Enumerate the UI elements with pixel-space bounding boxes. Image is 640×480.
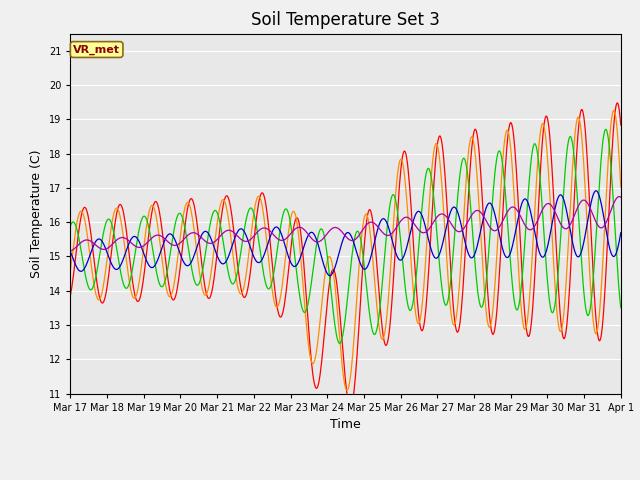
Y-axis label: Soil Temperature (C): Soil Temperature (C)	[31, 149, 44, 278]
Title: Soil Temperature Set 3: Soil Temperature Set 3	[251, 11, 440, 29]
Text: VR_met: VR_met	[73, 44, 120, 55]
Legend: Tsoil -2cm, Tsoil -4cm, Tsoil -8cm, Tsoil -16cm, Tsoil -32cm: Tsoil -2cm, Tsoil -4cm, Tsoil -8cm, Tsoi…	[100, 477, 591, 480]
X-axis label: Time: Time	[330, 418, 361, 431]
